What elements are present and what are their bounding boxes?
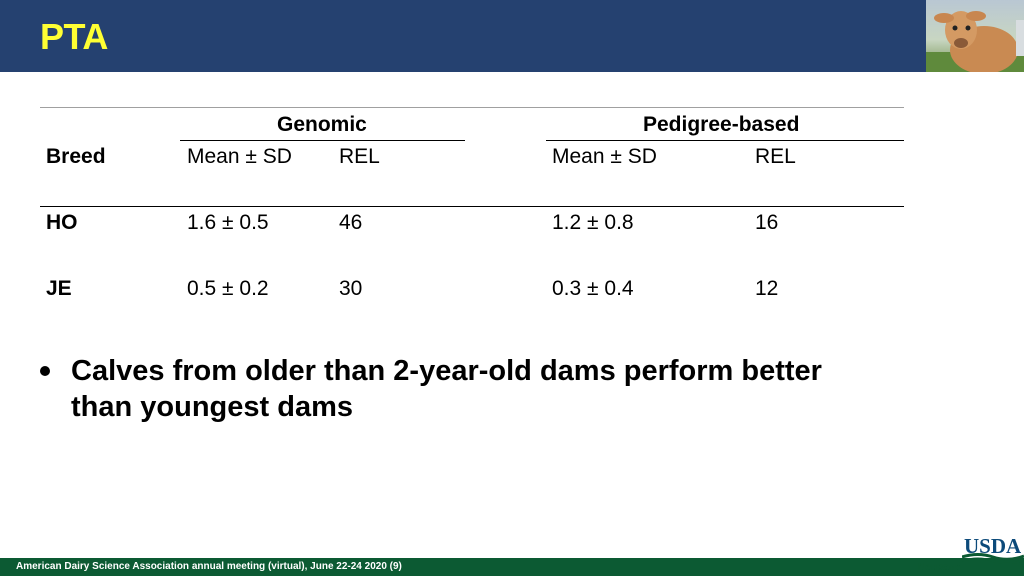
footer-author: Neupane [918,562,961,573]
row-pedigree-mean: 0.3 ± 0.4 [552,277,634,300]
bullet-text: Calves from older than 2-year-old dams p… [71,355,822,423]
row-pedigree-rel: 12 [755,277,779,300]
column-header-genomic-mean: Mean ± SD [187,145,292,168]
row-pedigree-rel: 16 [755,211,779,234]
footer-conference: American Dairy Science Association annua… [16,561,402,572]
row-pedigree-mean: 1.2 ± 0.8 [552,211,634,234]
row-genomic-rel: 30 [339,277,363,300]
header-bottom-rule [40,206,904,207]
column-header-pedigree-rel: REL [755,145,796,168]
row-genomic-mean: 1.6 ± 0.5 [187,211,269,234]
group-header-pedigree: Pedigree-based [643,113,800,136]
row-breed: JE [46,277,72,300]
slide-title: PTA [40,16,108,57]
group-header-genomic: Genomic [277,113,367,136]
genomic-group-rule [180,140,465,141]
table-top-rule [40,107,904,108]
row-breed: HO [46,211,78,234]
column-header-genomic-rel: REL [339,145,380,168]
header-bar: PTA [0,0,1024,72]
usda-logo: USDA [961,534,1024,565]
column-header-pedigree-mean: Mean ± SD [552,145,657,168]
column-header-breed: Breed [46,145,106,168]
pedigree-group-rule [546,140,904,141]
pta-table: Genomic Pedigree-based Breed Mean ± SD R… [40,107,904,337]
bullet-icon [40,366,50,376]
calf-photo [926,0,1024,72]
row-genomic-mean: 0.5 ± 0.2 [187,277,269,300]
footer-bar: American Dairy Science Association annua… [0,558,1024,576]
row-genomic-rel: 46 [339,211,363,234]
